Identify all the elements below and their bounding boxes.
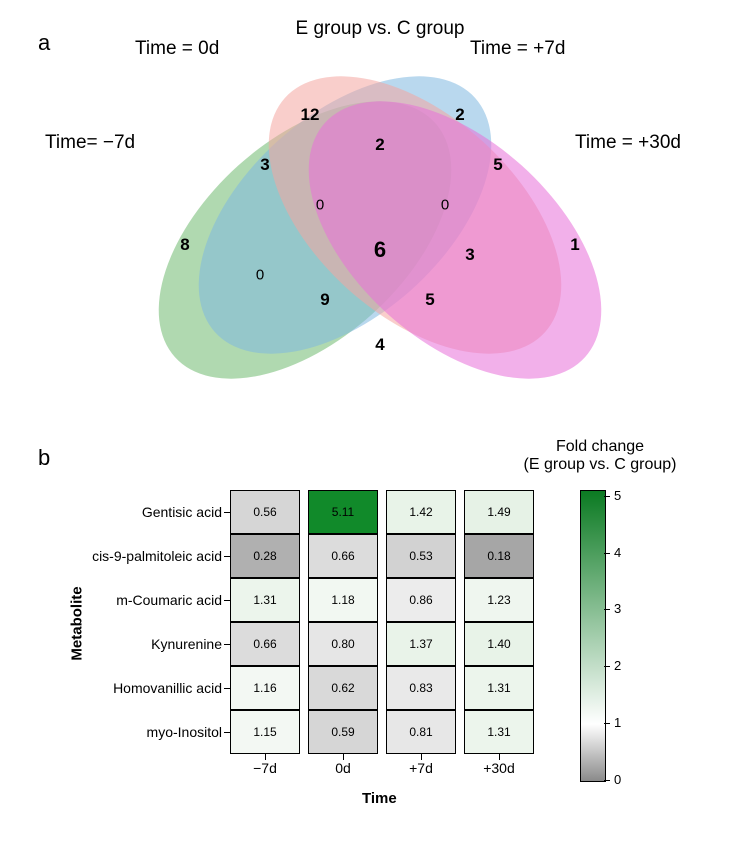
heatmap-col-tick [421,754,422,760]
heatmap-cell: 0.59 [308,710,378,754]
heatmap-col-tick [343,754,344,760]
panel-b-label: b [38,445,50,471]
venn-n-b: 12 [301,105,320,125]
heatmap-legend-tick: 4 [614,545,621,560]
heatmap-cell: 0.53 [386,534,456,578]
heatmap-ylabel: Metabolite [69,586,86,660]
heatmap-cell: 0.62 [308,666,378,710]
venn-n-d: 1 [570,235,579,255]
heatmap-cell: 1.40 [464,622,534,666]
venn-n-acd: 9 [320,290,329,310]
heatmap-cell: 0.86 [386,578,456,622]
heatmap-legend-tickmark [604,780,610,781]
heatmap-legend-tickmark [604,553,610,554]
heatmap-cell: 0.28 [230,534,300,578]
venn-n-bd: 3 [465,245,474,265]
heatmap-legend-tickmark [604,666,610,667]
heatmap-legend-tick: 0 [614,772,621,787]
heatmap-row-label: Gentisic acid [142,504,222,520]
heatmap-cell: 1.31 [230,578,300,622]
heatmap-legend-tickmark [604,723,610,724]
heatmap-cell: 1.23 [464,578,534,622]
heatmap-legend-tick: 2 [614,658,621,673]
heatmap-legend-tick: 1 [614,715,621,730]
venn-n-bc: 2 [375,135,384,155]
heatmap-cell: 1.15 [230,710,300,754]
figure-root: a E group vs. C group Time= −7d Time = 0… [0,0,736,867]
legend-title-line1: Fold change [556,438,644,455]
heatmap-col-label: +7d [396,760,446,776]
heatmap-xlabel: Time [362,790,397,807]
heatmap-cell: 0.66 [308,534,378,578]
heatmap-cell: 0.66 [230,622,300,666]
panel-a-label: a [38,30,50,56]
venn-n-ad: 4 [375,335,384,355]
heatmap-row-label: cis-9-palmitoleic acid [92,548,222,564]
legend-title-line2: (E group vs. C group) [524,456,677,473]
heatmap-cell: 0.56 [230,490,300,534]
heatmap-cell: 1.31 [464,710,534,754]
heatmap-cell: 5.11 [308,490,378,534]
venn-n-cd: 5 [493,155,502,175]
heatmap-col-tick [265,754,266,760]
heatmap-cell: 1.49 [464,490,534,534]
heatmap-cell: 1.42 [386,490,456,534]
heatmap-legend-bar [580,490,606,782]
venn-n-abc: 0 [316,197,324,214]
venn-title: E group vs. C group [270,18,490,40]
heatmap-col-label: 0d [318,760,368,776]
venn-n-bcd: 0 [441,197,449,214]
heatmap-col-label: −7d [240,760,290,776]
heatmap-legend-tickmark [604,496,610,497]
heatmap-row-label: Homovanillic acid [113,680,222,696]
heatmap-legend-title: Fold change (E group vs. C group) [500,438,700,474]
venn-diagram [100,50,660,410]
venn-n-ab: 3 [260,155,269,175]
heatmap-cell: 1.37 [386,622,456,666]
heatmap-legend-tickmark [604,609,610,610]
heatmap-legend-tick: 5 [614,488,621,503]
heatmap-cell: 1.16 [230,666,300,710]
venn-n-ac: 0 [256,267,264,284]
heatmap-legend-tick: 3 [614,601,621,616]
heatmap-col-label: +30d [474,760,524,776]
venn-n-c: 2 [455,105,464,125]
heatmap-row-label: myo-Inositol [147,724,222,740]
venn-n-abd: 5 [425,290,434,310]
heatmap-cell: 0.80 [308,622,378,666]
heatmap-cell: 0.18 [464,534,534,578]
venn-n-abcd: 6 [374,237,386,263]
heatmap-col-tick [499,754,500,760]
heatmap-cell: 0.83 [386,666,456,710]
heatmap-row-label: Kynurenine [151,636,222,652]
heatmap-cell: 0.81 [386,710,456,754]
heatmap-cell: 1.18 [308,578,378,622]
heatmap-row-label: m-Coumaric acid [116,592,222,608]
venn-n-a: 8 [180,235,189,255]
heatmap-cell: 1.31 [464,666,534,710]
